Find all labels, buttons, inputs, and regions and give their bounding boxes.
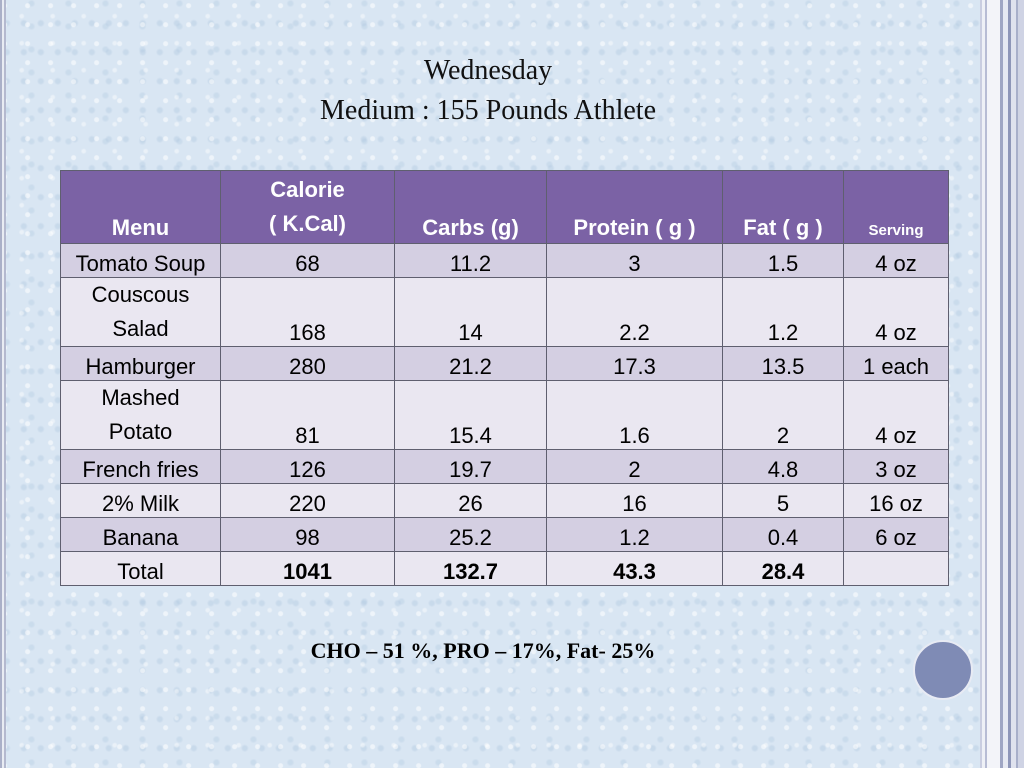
cell-protein: 16 [546, 483, 723, 518]
header-protein: Protein ( g ) [546, 170, 723, 244]
header-calorie-line1: Calorie [270, 177, 345, 202]
cell-menu: French fries [60, 449, 221, 484]
cell-serving: 6 oz [843, 517, 949, 552]
cell-protein: 1.2 [546, 517, 723, 552]
cell-serving: 4 oz [843, 277, 949, 347]
table-row: Tomato Soup 68 11.2 3 1.5 4 oz [60, 243, 949, 278]
cell-fat: 13.5 [722, 346, 844, 381]
cell-protein: 2 [546, 449, 723, 484]
total-serving [843, 551, 949, 586]
cell-serving: 4 oz [843, 243, 949, 278]
nutrition-table: Menu Calorie ( K.Cal) Carbs (g) Protein … [60, 170, 949, 586]
cell-carbs: 25.2 [394, 517, 547, 552]
total-label: Total [60, 551, 221, 586]
cell-calorie: 168 [220, 277, 395, 347]
header-fat: Fat ( g ) [722, 170, 844, 244]
cell-menu: Mashed Potato [60, 380, 221, 450]
cell-carbs: 14 [394, 277, 547, 347]
cell-serving: 16 oz [843, 483, 949, 518]
cell-menu-line2: Salad [112, 316, 169, 341]
table-row: Hamburger 280 21.2 17.3 13.5 1 each [60, 346, 949, 381]
cell-fat: 0.4 [722, 517, 844, 552]
header-carbs: Carbs (g) [394, 170, 547, 244]
table-row: 2% Milk 220 26 16 5 16 oz [60, 483, 949, 518]
cell-fat: 1.2 [722, 277, 844, 347]
cell-calorie: 98 [220, 517, 395, 552]
cell-carbs: 21.2 [394, 346, 547, 381]
cell-protein: 1.6 [546, 380, 723, 450]
cell-calorie: 81 [220, 380, 395, 450]
table-row: French fries 126 19.7 2 4.8 3 oz [60, 449, 949, 484]
cell-calorie: 280 [220, 346, 395, 381]
cell-calorie: 220 [220, 483, 395, 518]
cell-fat: 5 [722, 483, 844, 518]
slide-left-border [0, 0, 10, 768]
cell-calorie: 126 [220, 449, 395, 484]
cell-carbs: 26 [394, 483, 547, 518]
cell-fat: 2 [722, 380, 844, 450]
slide-title-day: Wednesday [423, 55, 553, 86]
cell-serving: 1 each [843, 346, 949, 381]
table-total-row: Total 1041 132.7 43.3 28.4 [60, 551, 949, 586]
decorative-circle [913, 640, 973, 700]
table-header-row: Menu Calorie ( K.Cal) Carbs (g) Protein … [60, 170, 949, 244]
cell-fat: 1.5 [722, 243, 844, 278]
header-calorie: Calorie ( K.Cal) [220, 170, 395, 244]
cell-calorie: 68 [220, 243, 395, 278]
cell-menu-line2: Potato [108, 419, 173, 444]
cell-serving: 4 oz [843, 380, 949, 450]
cell-carbs: 11.2 [394, 243, 547, 278]
header-serving: Serving [843, 170, 949, 244]
macro-ratio-footer: CHO – 51 %, PRO – 17%, Fat- 25% [310, 638, 656, 663]
cell-protein: 3 [546, 243, 723, 278]
table-row: Mashed Potato 81 15.4 1.6 2 4 oz [60, 380, 949, 450]
slide-subtitle: Medium : 155 Pounds Athlete [320, 95, 656, 126]
cell-fat: 4.8 [722, 449, 844, 484]
cell-carbs: 19.7 [394, 449, 547, 484]
cell-menu: Banana [60, 517, 221, 552]
cell-serving: 3 oz [843, 449, 949, 484]
cell-menu: Hamburger [60, 346, 221, 381]
cell-menu: Tomato Soup [60, 243, 221, 278]
header-menu: Menu [60, 170, 221, 244]
cell-menu: 2% Milk [60, 483, 221, 518]
slide-right-border [976, 0, 1024, 768]
table-row: Banana 98 25.2 1.2 0.4 6 oz [60, 517, 949, 552]
cell-menu-line1: Mashed [101, 385, 180, 410]
cell-menu: Couscous Salad [60, 277, 221, 347]
cell-protein: 17.3 [546, 346, 723, 381]
total-fat: 28.4 [722, 551, 844, 586]
cell-carbs: 15.4 [394, 380, 547, 450]
total-protein: 43.3 [546, 551, 723, 586]
header-calorie-line2: ( K.Cal) [269, 211, 346, 236]
total-carbs: 132.7 [394, 551, 547, 586]
table-row: Couscous Salad 168 14 2.2 1.2 4 oz [60, 277, 949, 347]
total-calorie: 1041 [220, 551, 395, 586]
cell-menu-line1: Couscous [91, 282, 190, 307]
cell-protein: 2.2 [546, 277, 723, 347]
